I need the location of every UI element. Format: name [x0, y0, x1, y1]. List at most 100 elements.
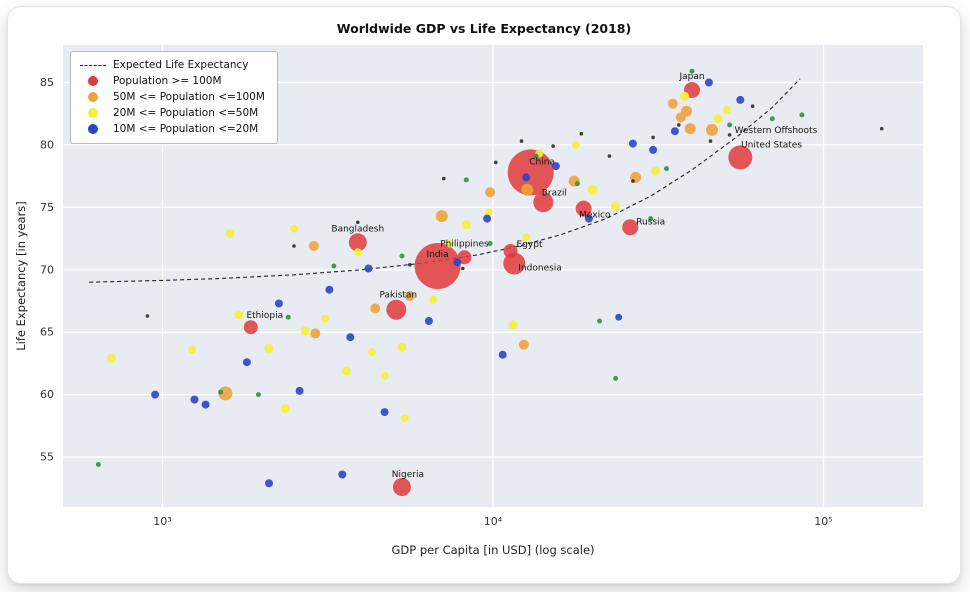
data-point-pop-10m-20m: [151, 390, 160, 399]
data-point-small-pop-black: [551, 144, 555, 148]
data-point-small-pop-black: [519, 139, 524, 143]
data-point-pop-10m-20m: [453, 258, 462, 267]
data-point-pop-50m-100m: [675, 112, 686, 123]
data-point-pop-50m-100m: [485, 187, 496, 198]
data-point-pop-50m-100m: [706, 123, 718, 136]
country-label: Western Offshoots: [735, 126, 818, 136]
legend-label: 10M <= Population <=20M: [113, 123, 259, 135]
data-point-small-pop-green: [799, 112, 805, 118]
data-point-small-pop-green: [533, 153, 539, 159]
legend-item: 50M <= Population <=100M: [80, 89, 265, 105]
data-point-small-pop-green: [574, 181, 580, 187]
data-point-pop-10m-20m: [551, 162, 560, 171]
country-label: Ethiopia: [246, 311, 283, 321]
data-point-pop-gte-100m: [507, 149, 554, 196]
data-point-pop-10m-20m: [584, 214, 593, 223]
legend-item: 20M <= Population <=50M: [80, 105, 265, 121]
data-point-pop-20m-50m: [508, 320, 518, 330]
data-point-pop-20m-50m: [290, 224, 298, 233]
data-point-small-pop-black: [494, 160, 498, 165]
dashed-line-swatch: [80, 64, 106, 66]
data-point-pop-10m-20m: [736, 95, 745, 104]
data-point-pop-20m-50m: [341, 366, 351, 376]
data-point-pop-10m-20m: [338, 470, 347, 479]
data-point-pop-20m-50m: [587, 184, 598, 195]
figure-card: Worldwide GDP vs Life Expectancy (2018) …: [7, 6, 961, 584]
data-point-small-pop-green: [597, 318, 602, 324]
country-label: India: [427, 250, 449, 260]
data-point-small-pop-black: [727, 133, 732, 137]
data-point-small-pop-green: [648, 216, 654, 222]
y-axis-label: Life Expectancy [in years]: [14, 201, 28, 351]
data-point-small-pop-green: [95, 462, 101, 467]
data-point-small-pop-black: [750, 104, 755, 108]
country-label: Russia: [636, 217, 665, 227]
country-label: Philippines: [440, 239, 489, 249]
y-tick-label: 65: [40, 326, 54, 339]
legend-label: 50M <= Population <=100M: [113, 91, 265, 103]
data-point-pop-20m-50m: [400, 414, 409, 423]
data-point-pop-10m-20m: [364, 264, 373, 273]
y-tick-label: 60: [40, 388, 54, 401]
data-point-small-pop-black: [408, 263, 412, 267]
data-point-small-pop-green: [664, 166, 669, 172]
data-point-pop-20m-50m: [522, 233, 531, 242]
data-point-pop-gte-100m: [503, 244, 518, 258]
data-point-pop-gte-100m: [243, 320, 258, 335]
data-point-small-pop-black: [651, 135, 655, 140]
data-point-pop-20m-50m: [280, 403, 290, 413]
data-point-pop-10m-20m: [380, 408, 389, 417]
data-point-small-pop-green: [727, 122, 733, 128]
y-tick-label: 75: [40, 201, 54, 214]
data-point-small-pop-black: [677, 123, 681, 127]
data-point-small-pop-black: [607, 154, 612, 158]
data-point-small-pop-green: [399, 253, 405, 259]
data-point-pop-10m-20m: [346, 333, 355, 342]
data-point-pop-50m-100m: [521, 183, 534, 196]
data-point-pop-20m-50m: [650, 166, 660, 176]
expected-life-expectancy-line: [89, 78, 801, 283]
data-point-pop-50m-100m: [518, 339, 529, 350]
data-point-pop-20m-50m: [680, 91, 690, 101]
data-point-small-pop-black: [461, 266, 465, 271]
data-point-pop-20m-50m: [300, 326, 310, 336]
data-point-pop-20m-50m: [234, 310, 244, 320]
data-point-pop-10m-20m: [201, 400, 210, 409]
data-point-small-pop-black: [292, 244, 296, 248]
data-point-pop-50m-100m: [370, 303, 381, 314]
chart-title: Worldwide GDP vs Life Expectancy (2018): [337, 21, 631, 36]
country-label: Pakistan: [379, 291, 417, 301]
data-point-pop-20m-50m: [264, 343, 274, 353]
data-point-pop-20m-50m: [713, 114, 723, 124]
data-point-pop-gte-100m: [575, 200, 592, 217]
circle-swatch: [88, 92, 98, 102]
data-point-pop-50m-100m: [684, 123, 696, 135]
country-label: Mexico: [579, 211, 611, 221]
data-point-small-pop-green: [331, 263, 337, 269]
circle-swatch: [88, 76, 98, 86]
data-point-pop-10m-20m: [628, 139, 637, 148]
data-point-pop-20m-50m: [353, 248, 362, 257]
data-point-small-pop-green: [689, 68, 695, 74]
data-point-pop-20m-50m: [722, 105, 731, 114]
data-point-small-pop-black: [356, 220, 360, 225]
data-point-pop-50m-100m: [435, 210, 448, 223]
data-point-small-pop-black: [579, 131, 584, 136]
data-point-small-pop-black: [145, 314, 150, 318]
circle-swatch: [88, 108, 98, 118]
y-tick-label: 55: [40, 451, 54, 464]
data-point-pop-gte-100m: [348, 233, 367, 252]
data-point-pop-50m-100m: [310, 328, 321, 339]
country-label: Indonesia: [518, 264, 562, 274]
y-tick-label: 70: [40, 263, 54, 276]
data-point-pop-50m-100m: [404, 291, 415, 301]
country-label: Bangladesh: [331, 224, 384, 234]
x-tick-label: 10⁴: [484, 515, 503, 528]
data-point-small-pop-green: [769, 116, 775, 122]
data-point-pop-20m-50m: [611, 201, 621, 211]
x-axis-label: GDP per Capita [in USD] (log scale): [391, 543, 594, 557]
data-point-small-pop-black: [442, 176, 446, 181]
legend: Expected Life Expectancy Population >= 10…: [70, 51, 278, 144]
country-label: United States: [741, 140, 802, 150]
data-point-pop-10m-20m: [242, 358, 251, 367]
